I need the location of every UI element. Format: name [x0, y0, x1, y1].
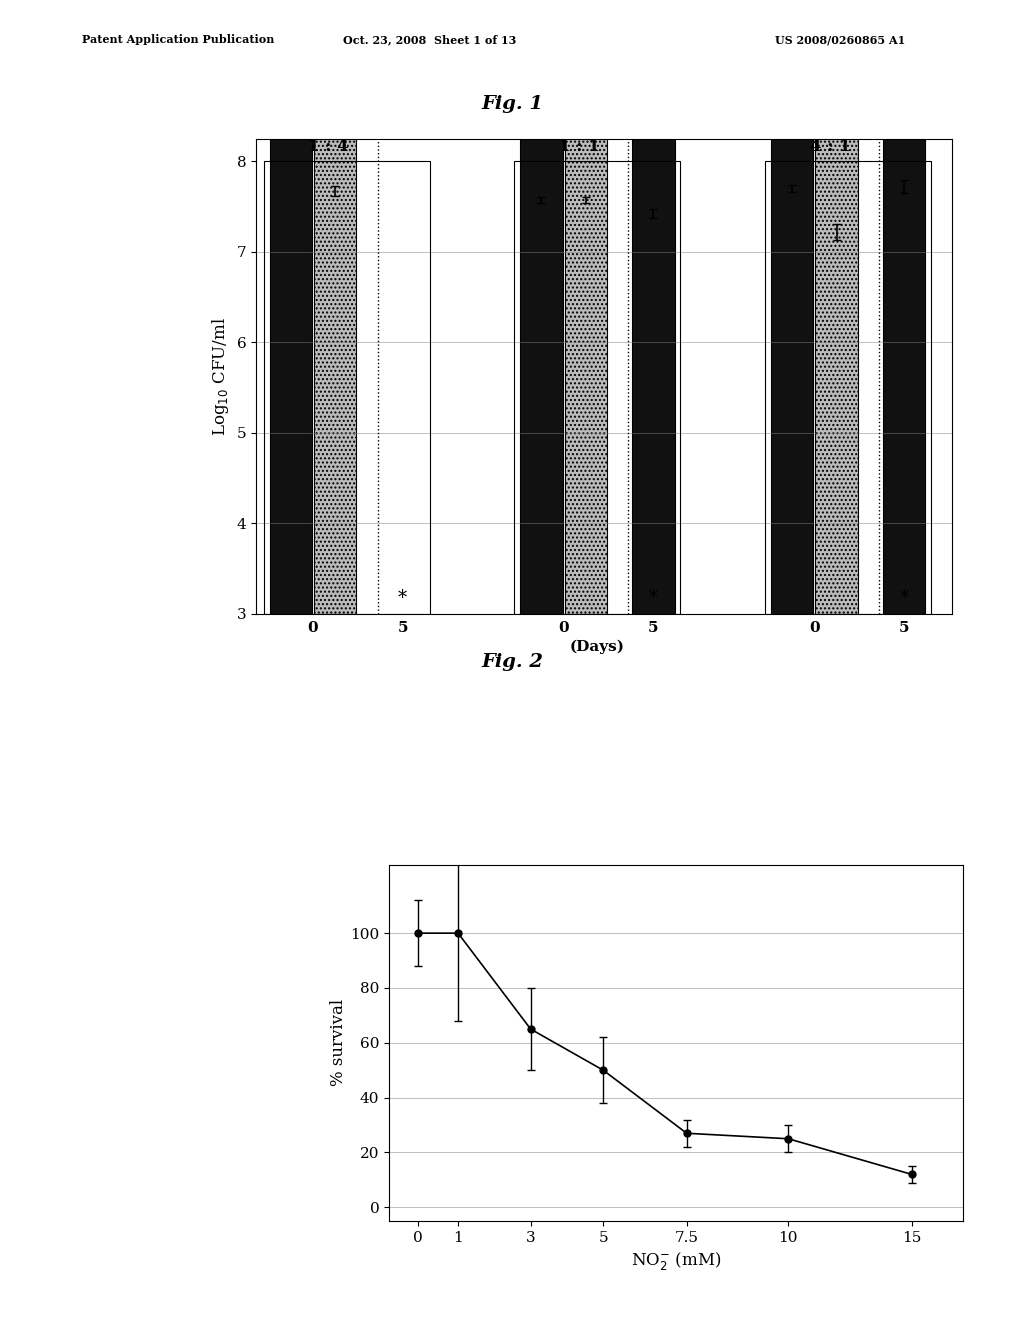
Bar: [765, 161, 931, 614]
Text: Fig. 2: Fig. 2: [481, 653, 543, 672]
Bar: [564, 0, 607, 614]
Text: *: *: [398, 589, 408, 607]
Y-axis label: % survival: % survival: [331, 999, 347, 1086]
Bar: [815, 0, 858, 614]
Text: Oct. 23, 2008  Sheet 1 of 13: Oct. 23, 2008 Sheet 1 of 13: [343, 34, 517, 45]
Text: *: *: [649, 589, 657, 607]
Bar: [269, 0, 312, 614]
Bar: [514, 161, 680, 614]
Text: 0: 0: [558, 620, 569, 635]
Text: 1 : 4: 1 : 4: [308, 137, 348, 154]
Text: Patent Application Publication: Patent Application Publication: [82, 34, 274, 45]
Bar: [264, 161, 430, 614]
Text: (Days): (Days): [570, 639, 625, 653]
Text: US 2008/0260865 A1: US 2008/0260865 A1: [774, 34, 905, 45]
Text: 5: 5: [899, 620, 909, 635]
Text: 4 : 1: 4 : 1: [810, 137, 850, 154]
Text: *: *: [899, 589, 908, 607]
Text: 1 : 1: 1 : 1: [559, 137, 599, 154]
X-axis label: NO$_2^{-}$ (mM): NO$_2^{-}$ (mM): [631, 1250, 721, 1272]
Y-axis label: Log$_{10}$ CFU/ml: Log$_{10}$ CFU/ml: [210, 317, 231, 436]
Bar: [883, 0, 926, 614]
Text: 0: 0: [307, 620, 318, 635]
Text: Fig. 1: Fig. 1: [481, 95, 543, 114]
Bar: [632, 0, 675, 614]
Text: 5: 5: [397, 620, 408, 635]
Bar: [314, 0, 356, 614]
Bar: [771, 0, 813, 614]
Text: 5: 5: [648, 620, 658, 635]
Bar: [520, 0, 563, 614]
Text: 0: 0: [809, 620, 820, 635]
